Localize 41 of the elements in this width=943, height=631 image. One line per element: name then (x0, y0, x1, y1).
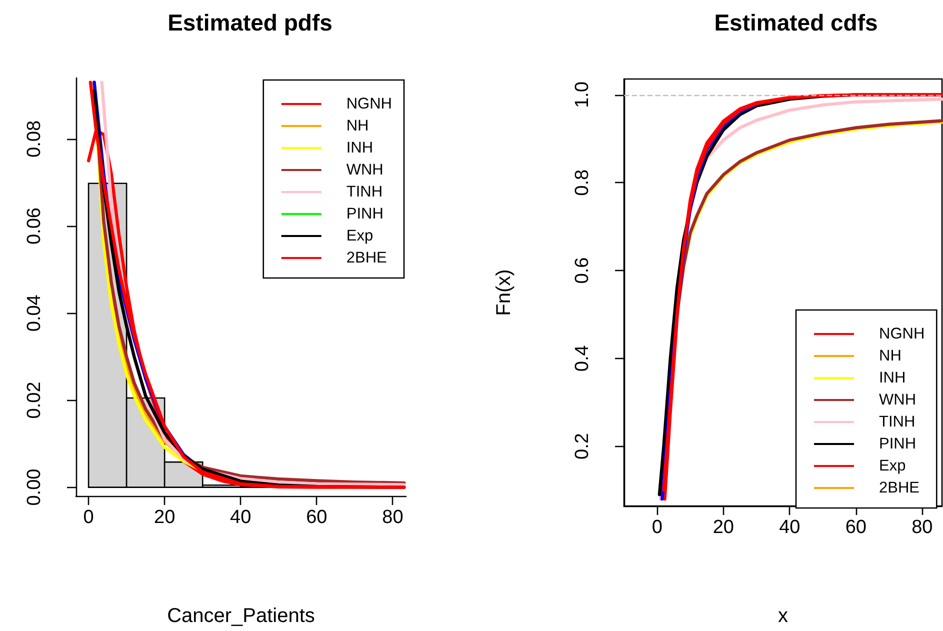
x-tick-label: 40 (230, 507, 252, 528)
x-tick-label: 60 (844, 517, 866, 538)
y-tick-label: 0.2 (572, 433, 592, 460)
x-tick-label: 20 (154, 507, 176, 528)
x-tick-label: 0 (83, 507, 94, 528)
legend-label: WNH (878, 392, 916, 408)
legend-label: 2BHE (346, 250, 387, 266)
legend-label: TINH (346, 184, 383, 200)
legend-label: PINH (878, 436, 916, 452)
y-tick-label: 0.08 (24, 120, 45, 158)
legend-label: PINH (346, 206, 384, 222)
x-tick-label: 60 (306, 507, 328, 528)
y-tick-label: 0.8 (572, 169, 592, 196)
x-tick-label: 40 (778, 517, 800, 538)
legend-label: NGNH (878, 326, 924, 342)
legend-label: INH (878, 370, 906, 386)
legend-label: WNH (346, 162, 384, 178)
y-tick-label: 0.06 (24, 208, 45, 245)
x-tick-label: 80 (911, 517, 932, 538)
y-tick-label: 0.4 (572, 344, 592, 372)
legend-label: Exp (346, 228, 374, 244)
x-axis-title: Cancer_Patients (167, 605, 315, 627)
legend-label: NH (878, 348, 901, 364)
y-tick-label: 0.00 (24, 468, 45, 506)
legend-label: 2BHE (878, 480, 919, 496)
legend-label: NGNH (346, 96, 392, 112)
x-tick-label: 20 (712, 517, 734, 538)
x-tick-label: 0 (651, 517, 662, 538)
legend-label: NH (346, 118, 369, 134)
y-tick-label: 0.02 (24, 382, 45, 419)
y-axis-title: Fn(x) (492, 269, 514, 316)
x-axis-title: x (778, 605, 788, 627)
y-tick-label: 0.04 (24, 294, 45, 332)
y-tick-label: 0.6 (572, 257, 592, 284)
legend-label: TINH (878, 414, 915, 430)
x-tick-label: 80 (382, 507, 404, 528)
y-tick-label: 1.0 (572, 82, 592, 108)
chart-title: Estimated cdfs (714, 10, 878, 36)
legend-label: INH (346, 140, 374, 156)
chart-title: Estimated pdfs (168, 10, 332, 36)
legend-label: Exp (878, 458, 906, 474)
